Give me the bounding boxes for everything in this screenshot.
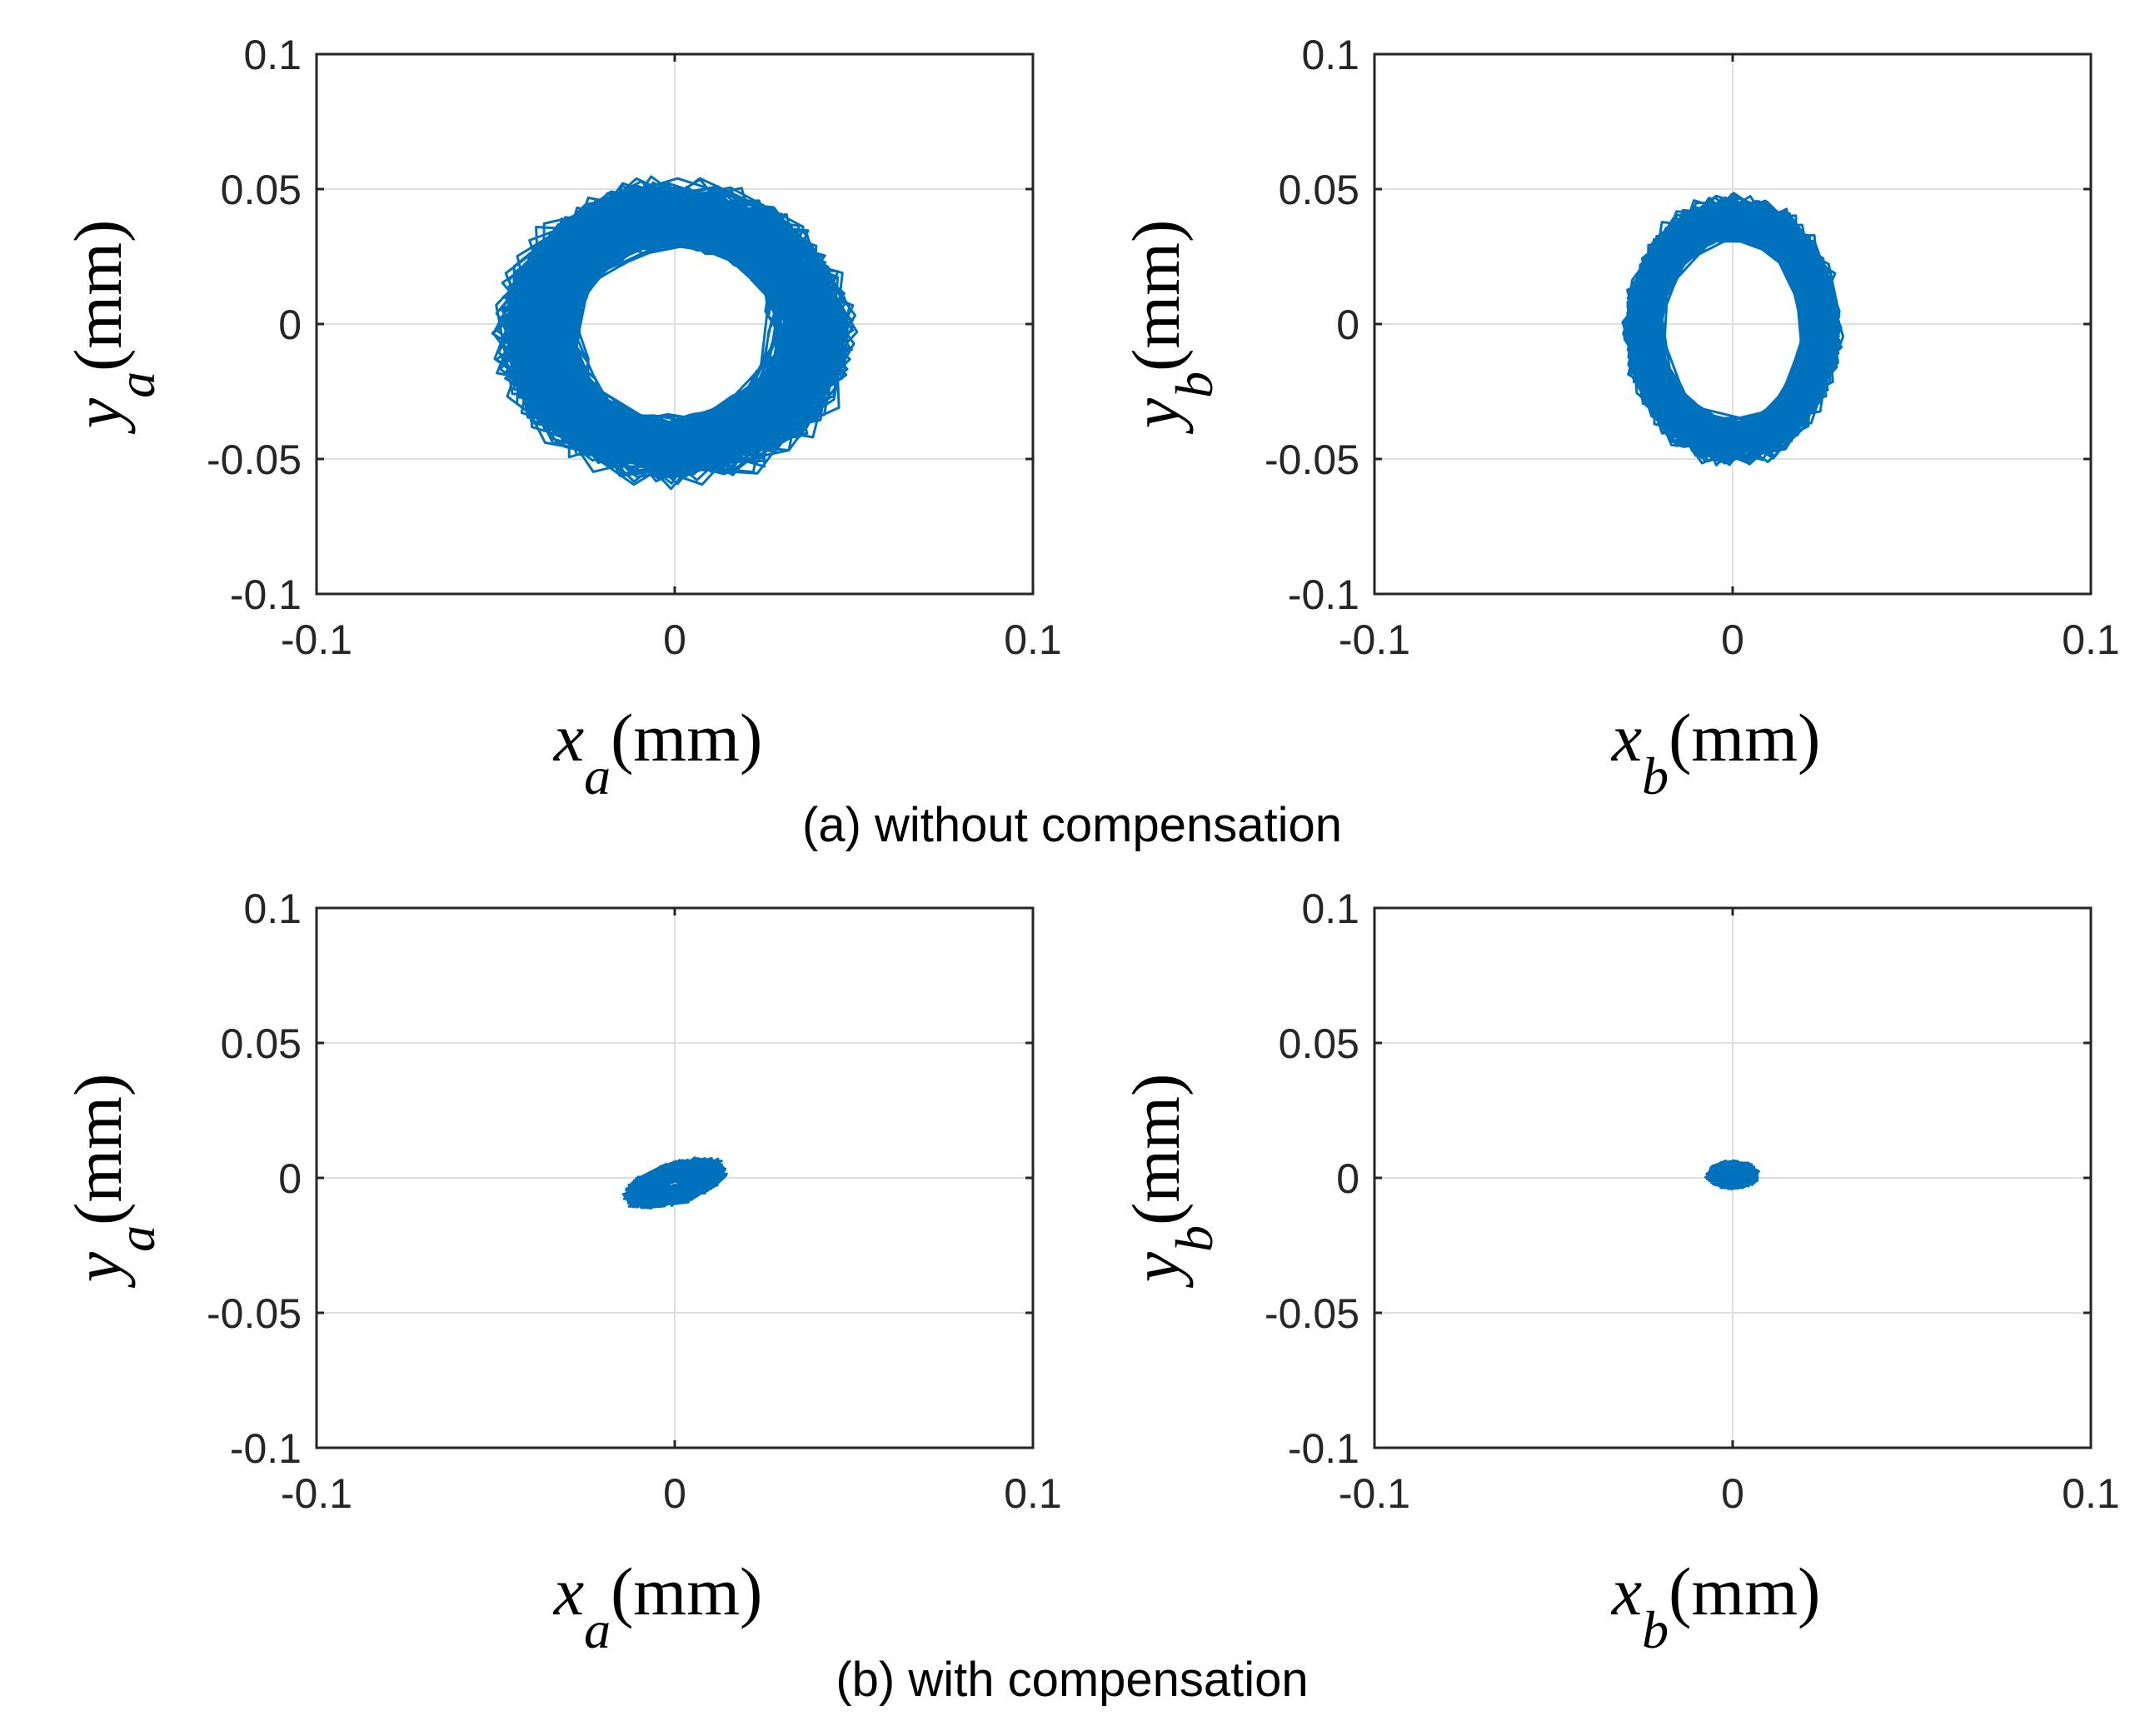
- y-tick-label: -0.1: [230, 1425, 302, 1472]
- y-tick-label: 0.05: [1279, 167, 1359, 213]
- x-tick-label: -0.1: [281, 1470, 352, 1517]
- y-tick-label: -0.1: [230, 571, 302, 618]
- x-axis-label: xb(mm): [1611, 700, 1821, 806]
- data-trace-orbit: [621, 1156, 728, 1210]
- y-tick-label: 0.1: [243, 885, 302, 932]
- y-tick-label: 0.1: [1301, 885, 1359, 932]
- y-axis-label: yb(mm): [1118, 1074, 1224, 1289]
- x-tick-label: 0: [1721, 616, 1744, 663]
- x-tick-label: -0.1: [1339, 1470, 1410, 1517]
- y-axis-label: ya(mm): [60, 1074, 166, 1289]
- y-tick-label: 0: [278, 1155, 302, 1202]
- y-axis-label: yb(mm): [1118, 220, 1224, 435]
- y-tick-label: -0.1: [1288, 1425, 1359, 1472]
- y-tick-label: -0.05: [1265, 1290, 1359, 1337]
- x-tick-label: 0: [663, 616, 686, 663]
- x-tick-label: -0.1: [281, 616, 352, 663]
- y-tick-label: 0: [1336, 1155, 1359, 1202]
- x-tick-label: 0.1: [1004, 1470, 1062, 1517]
- caption-b: (b) with compensation: [836, 1653, 1308, 1707]
- x-axis-label: xa(mm): [553, 700, 763, 806]
- y-tick-label: -0.1: [1288, 571, 1359, 618]
- data-trace-orbit: [1704, 1159, 1760, 1191]
- plot-bottom-left: 0.1 0.05 0 -0.05 -0.1-0.1 0 0.1 xa(mm) ya(mm): [60, 885, 1062, 1659]
- plot-bottom-right: 0.1 0.05 0 -0.05 -0.1-0.1 0 0.1 xb(mm) yb(mm): [1118, 885, 2120, 1659]
- caption-a: (a) without compensation: [802, 798, 1342, 852]
- y-axis-label: ya(mm): [60, 220, 166, 435]
- x-tick-label: 0: [663, 1470, 686, 1517]
- y-tick-label: 0.05: [221, 1020, 302, 1067]
- x-tick-label: -0.1: [1339, 616, 1410, 663]
- x-tick-label: 0.1: [1004, 616, 1062, 663]
- y-tick-label: 0.1: [1301, 32, 1359, 78]
- y-tick-label: 0.05: [1279, 1020, 1359, 1067]
- plot-top-right: 0.1 0.05 0 -0.05 -0.1-0.1 0 0.1 xb(mm) yb(mm): [1118, 32, 2120, 806]
- x-tick-label: 0.1: [2062, 1470, 2120, 1517]
- x-axis-label: xa(mm): [553, 1554, 763, 1659]
- data-trace-orbit: [1621, 192, 1845, 466]
- y-tick-label: -0.05: [1265, 436, 1359, 483]
- y-tick-label: 0: [1336, 302, 1359, 348]
- x-tick-label: 0.1: [2062, 616, 2120, 663]
- x-axis-label: xb(mm): [1611, 1554, 1821, 1659]
- y-tick-label: 0: [278, 302, 302, 348]
- x-tick-label: 0: [1721, 1470, 1744, 1517]
- y-tick-label: 0.1: [243, 32, 302, 78]
- y-tick-label: -0.05: [207, 1290, 302, 1337]
- plot-top-left: 0.1 0.05 0 -0.05 -0.1-0.1 0 0.1 xa(mm) ya(mm): [60, 32, 1062, 806]
- y-tick-label: -0.05: [207, 436, 302, 483]
- y-tick-label: 0.05: [221, 167, 302, 213]
- data-trace-orbit: [491, 175, 859, 491]
